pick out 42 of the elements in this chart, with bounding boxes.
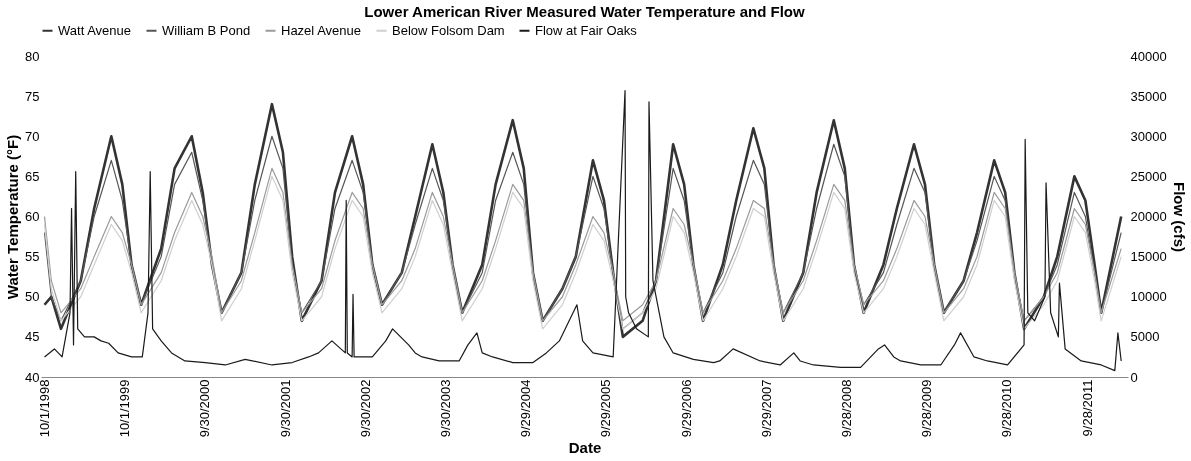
y2-tick-label: 25000 [1130, 168, 1167, 184]
y2-axis-title: Flow (cfs) [1170, 182, 1188, 252]
x-tick-label: 9/30/2000 [197, 379, 213, 438]
y2-tick-label: 20000 [1130, 209, 1167, 224]
y2-tick-label: 35000 [1130, 88, 1167, 104]
x-tick-label: 9/30/2002 [357, 379, 373, 438]
y-tick-label: 70 [25, 128, 40, 144]
y-tick-label: 65 [25, 168, 40, 184]
x-axis-title: Date [568, 439, 602, 457]
x-tick-label: 9/30/2003 [438, 379, 454, 438]
y-tick-label: 80 [25, 48, 40, 64]
legend-label: William B Pond [162, 22, 251, 38]
x-tick-label: 10/1/1998 [37, 379, 53, 438]
y2-tick-label: 10000 [1130, 289, 1167, 305]
y2-tick-label: 5000 [1130, 329, 1160, 345]
x-tick-label: 9/28/2010 [999, 379, 1015, 438]
y-tick-label: 50 [25, 289, 40, 305]
x-tick-label: 9/28/2011 [1079, 379, 1095, 437]
y2-tick-label: 30000 [1130, 128, 1167, 144]
y-tick-label: 45 [25, 329, 40, 345]
y2-tick-label: 0 [1130, 369, 1138, 385]
legend-label: Watt Avenue [58, 22, 131, 38]
y-axis-title: Water Temperature (°F) [4, 134, 22, 300]
x-tick-label: 9/29/2007 [758, 379, 774, 438]
x-tick-label: 9/29/2005 [598, 379, 614, 438]
legend-label: Flow at Fair Oaks [535, 22, 638, 38]
legend-label: Hazel Avenue [281, 22, 361, 38]
y-tick-label: 75 [25, 88, 40, 104]
legend-label: Below Folsom Dam [392, 22, 505, 38]
y2-tick-label: 40000 [1130, 48, 1167, 64]
y-tick-label: 60 [25, 209, 40, 224]
x-tick-label: 9/28/2008 [839, 379, 855, 438]
x-tick-label: 9/30/2001 [277, 379, 293, 438]
y2-tick-label: 15000 [1130, 249, 1167, 265]
y-tick-label: 40 [25, 369, 40, 385]
x-tick-label: 9/29/2004 [518, 379, 534, 438]
y-tick-label: 55 [25, 249, 40, 265]
chart-title: Lower American River Measured Water Temperature and Flow [364, 3, 806, 20]
x-tick-label: 9/29/2006 [678, 379, 694, 438]
x-tick-label: 10/1/1999 [117, 379, 133, 438]
x-tick-label: 9/28/2009 [919, 379, 935, 438]
line-series [43, 89, 1122, 372]
